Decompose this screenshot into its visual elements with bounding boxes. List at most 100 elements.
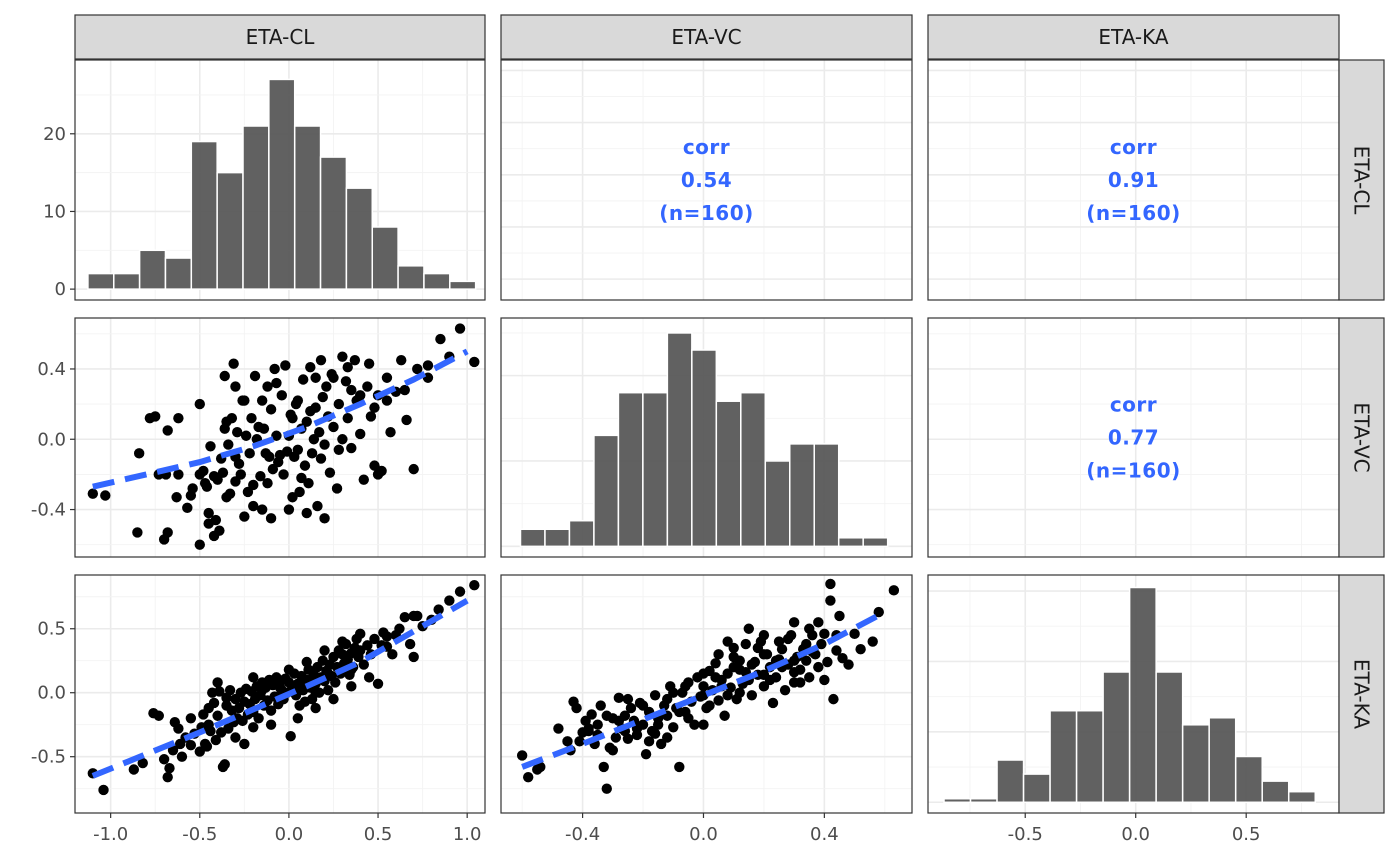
- histogram-bar-eta-cl: [423, 272, 451, 290]
- histogram-bar-eta-cl: [190, 140, 218, 290]
- scatter-point-eta-cl-eta-vc: [355, 390, 366, 401]
- scatter-point-eta-cl-eta-vc: [271, 430, 282, 441]
- scatter-point-eta-cl-eta-vc: [331, 483, 343, 494]
- scatter-point-eta-cl-eta-vc: [349, 354, 361, 366]
- histogram-bar-eta-vc: [617, 391, 644, 548]
- scatter-point-eta-cl-eta-vc: [265, 513, 277, 524]
- x-tick-label: 0.5: [1232, 824, 1261, 845]
- scatter-point-eta-vc-eta-ka: [637, 700, 649, 711]
- scatter-point-eta-cl-eta-ka: [212, 710, 223, 721]
- histogram-bar-eta-cl: [216, 171, 244, 290]
- scatter-point-eta-cl-eta-vc: [201, 481, 213, 492]
- histogram-bar-eta-cl: [164, 257, 193, 290]
- histogram-bar-eta-ka: [1049, 709, 1078, 804]
- scatter-point-eta-cl-eta-ka: [265, 719, 277, 730]
- scatter-point-eta-cl-eta-vc: [214, 525, 225, 536]
- histogram-bar-eta-cl: [371, 226, 399, 290]
- scatter-point-eta-cl-eta-vc: [248, 500, 259, 512]
- scatter-point-eta-vc-eta-ka: [822, 656, 833, 668]
- scatter-point-eta-cl-eta-ka: [164, 763, 175, 774]
- scatter-point-eta-cl-eta-vc: [315, 354, 327, 366]
- scatter-point-eta-cl-eta-ka: [230, 732, 241, 743]
- strip-labels-layer: ETA-CL ETA-VC ETA-KA ETA-CL ETA-VC ETA-KA: [74, 14, 1385, 814]
- histogram-bar-eta-vc: [666, 332, 693, 548]
- scatter-point-eta-vc-eta-ka: [553, 723, 564, 734]
- scatter-point-eta-vc-eta-ka: [734, 687, 745, 698]
- scatter-point-eta-vc-eta-ka: [825, 595, 836, 606]
- scatter-point-eta-cl-eta-ka: [355, 628, 366, 640]
- scatter-point-eta-vc-eta-ka: [819, 674, 830, 686]
- scatter-point-eta-cl-eta-vc: [278, 469, 289, 480]
- scatter-point-eta-cl-eta-ka: [185, 713, 197, 724]
- scatter-point-eta-cl-eta-vc: [133, 448, 145, 459]
- correlation-value: 0.77: [1108, 426, 1159, 450]
- scatter-point-eta-vc-eta-ka: [722, 636, 733, 647]
- panel-eta-ka-eta-cl-border: [74, 574, 486, 814]
- histogram-bar-eta-vc: [544, 528, 571, 548]
- scatter-point-eta-cl-eta-vc: [369, 460, 380, 471]
- scatter-point-eta-cl-eta-vc: [239, 511, 250, 522]
- scatter-point-eta-vc-eta-ka: [649, 728, 661, 739]
- marks-layer: corr 0.54 (n=160) corr 0.91 (n=160) corr 0.77 (n…: [87, 78, 1316, 804]
- scatter-point-eta-cl-eta-ka: [176, 751, 188, 762]
- scatter-point-eta-cl-eta-ka: [363, 672, 375, 683]
- column-strip-eta-ka: [927, 14, 1340, 60]
- scatter-point-eta-cl-eta-vc: [355, 428, 366, 440]
- scatter-point-eta-vc-eta-ka: [522, 771, 534, 783]
- histogram-bar-eta-ka: [1075, 709, 1104, 804]
- scatter-point-eta-cl-eta-vc: [328, 372, 339, 383]
- scatter-point-eta-vc-eta-ka: [674, 706, 685, 718]
- histogram-bar-eta-cl: [268, 78, 296, 290]
- scatter-point-eta-cl-eta-vc: [287, 412, 298, 424]
- scatter-point-eta-cl-eta-ka: [292, 713, 304, 724]
- scatter-point-eta-cl-eta-ka: [310, 687, 321, 698]
- scatter-point-eta-cl-eta-ka: [162, 771, 173, 783]
- scatter-point-eta-cl-eta-ka: [358, 659, 369, 670]
- scatter-point-eta-cl-eta-ka: [137, 757, 148, 769]
- scatter-point-eta-cl-eta-vc: [401, 414, 412, 426]
- scatter-point-eta-vc-eta-ka: [643, 736, 655, 747]
- column-strip-label: ETA-KA: [1098, 25, 1169, 49]
- histogram-bar-eta-ka: [1155, 671, 1184, 804]
- scatter-point-eta-cl-eta-vc: [271, 377, 282, 389]
- scatter-point-eta-vc-eta-ka: [825, 578, 836, 590]
- column-strip-eta-vc: [500, 14, 913, 60]
- scatter-point-eta-cl-eta-vc: [240, 430, 252, 441]
- scatter-point-eta-cl-eta-vc: [208, 470, 220, 482]
- y-tick-label: 0.4: [37, 359, 66, 380]
- scatter-point-eta-cl-eta-ka: [328, 693, 339, 705]
- scatter-point-eta-cl-eta-ka: [98, 784, 109, 796]
- scatter-point-eta-cl-eta-ka: [173, 723, 184, 734]
- correlation-value: 0.54: [681, 168, 732, 192]
- histogram-bar-eta-ka: [1287, 790, 1316, 804]
- panel-eta-vc-eta-ka-background: [928, 318, 1339, 557]
- scatter-point-eta-cl-eta-vc: [292, 395, 304, 406]
- scatter-point-eta-vc-eta-ka: [788, 677, 800, 688]
- y-tick-label: -0.5: [31, 747, 66, 768]
- scatter-point-eta-cl-eta-vc: [269, 363, 280, 375]
- scatter-point-eta-cl-eta-ka: [404, 638, 416, 650]
- histogram-bar-eta-cl: [449, 280, 477, 290]
- scatter-point-eta-cl-eta-vc: [297, 374, 309, 385]
- scatter-point-eta-cl-eta-ka: [372, 678, 384, 689]
- histogram-bar-eta-vc: [837, 537, 864, 548]
- scatter-point-eta-cl-eta-vc: [171, 492, 182, 503]
- scatter-point-eta-cl-eta-vc: [365, 411, 377, 422]
- scatter-point-eta-vc-eta-ka: [773, 636, 785, 647]
- histogram-bar-eta-ka: [996, 759, 1025, 804]
- histogram-bar-eta-ka: [1261, 780, 1290, 804]
- scatter-point-eta-cl-eta-ka: [337, 636, 348, 647]
- scatter-point-eta-cl-eta-vc: [276, 390, 287, 401]
- panel-borders-layer: [74, 59, 1340, 814]
- scatter-point-eta-vc-eta-ka: [668, 687, 679, 698]
- histogram-bar-eta-ka: [1022, 773, 1051, 804]
- scatter-point-eta-cl-eta-vc: [422, 360, 434, 371]
- scatter-point-eta-cl-eta-vc: [306, 448, 318, 459]
- scatter-point-eta-cl-eta-ka: [362, 640, 373, 651]
- scatter-point-eta-cl-eta-vc: [362, 381, 373, 392]
- histogram-bar-eta-ka: [1128, 586, 1157, 804]
- scatter-point-eta-cl-eta-ka: [381, 631, 393, 642]
- scatter-point-eta-vc-eta-ka: [698, 681, 709, 692]
- x-tick-label: 0.0: [275, 824, 304, 845]
